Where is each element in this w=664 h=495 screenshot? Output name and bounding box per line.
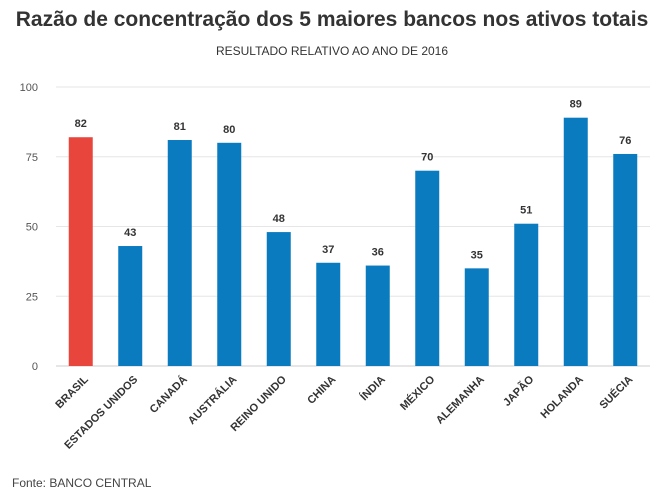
bar xyxy=(563,117,588,366)
bar xyxy=(365,265,390,366)
bar xyxy=(464,268,489,366)
y-tick-label: 75 xyxy=(26,152,38,164)
data-label: 51 xyxy=(520,205,532,217)
y-tick-label: 0 xyxy=(32,361,38,373)
bar xyxy=(316,262,341,366)
bar xyxy=(514,223,539,366)
category-label: AUSTRÁLIA xyxy=(185,373,239,427)
data-label: 35 xyxy=(471,249,483,261)
category-label: ALEMANHA xyxy=(434,374,487,427)
category-label: SUÉCIA xyxy=(597,373,636,412)
data-label: 36 xyxy=(372,247,384,259)
data-label: 82 xyxy=(75,118,87,130)
data-label: 37 xyxy=(322,244,334,256)
bar xyxy=(217,142,242,366)
chart-title: Razão de concentração dos 5 maiores banc… xyxy=(15,8,649,31)
category-label: CHINA xyxy=(305,374,338,407)
data-label: 81 xyxy=(174,121,186,133)
category-label: ÍNDIA xyxy=(357,373,387,403)
bar xyxy=(118,246,143,366)
source-note: Fonte: BANCO CENTRAL xyxy=(12,476,152,490)
data-label: 80 xyxy=(223,124,235,136)
category-label: MÉXICO xyxy=(397,373,437,413)
bar xyxy=(613,153,638,366)
category-label: CANADÁ xyxy=(147,373,190,416)
bar xyxy=(415,170,440,366)
data-label: 70 xyxy=(421,152,433,164)
y-tick-label: 50 xyxy=(26,222,38,234)
category-label: BRASIL xyxy=(53,373,91,411)
bar xyxy=(68,137,93,366)
chart-subtitle: RESULTADO RELATIVO AO ANO DE 2016 xyxy=(215,44,449,58)
data-label: 43 xyxy=(124,227,136,239)
data-label: 48 xyxy=(273,213,285,225)
y-tick-label: 25 xyxy=(26,291,38,303)
y-tick-label: 100 xyxy=(20,82,38,94)
bar xyxy=(167,140,192,366)
data-label: 76 xyxy=(619,135,631,147)
bar xyxy=(266,232,291,366)
category-label: JAPÃO xyxy=(500,373,536,409)
category-label: HOLANDA xyxy=(538,374,585,421)
data-label: 89 xyxy=(570,99,582,111)
